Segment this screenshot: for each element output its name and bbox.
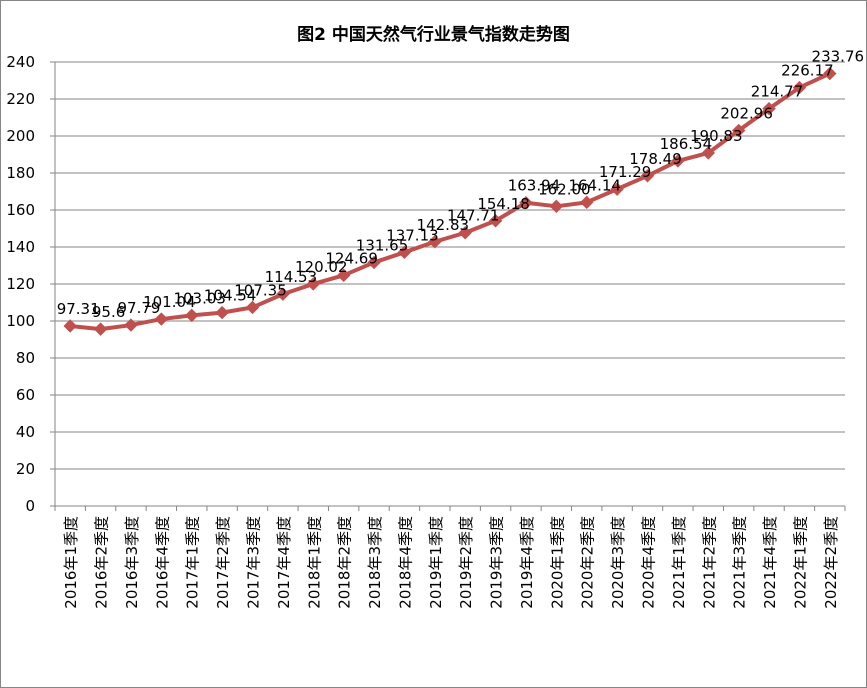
data-label: 95.6	[92, 303, 125, 321]
y-tick-label: 80	[16, 349, 35, 367]
data-point	[154, 312, 169, 326]
y-tick-label: 0	[25, 497, 35, 515]
data-point	[306, 277, 320, 291]
data-label: 190.83	[690, 127, 743, 145]
x-tick-label: 2020年3季度	[609, 516, 627, 609]
y-tick-label: 60	[16, 386, 35, 404]
data-label: 120.02	[295, 258, 348, 276]
data-point	[488, 214, 503, 228]
data-label: 142.83	[417, 216, 470, 234]
x-tick-label: 2020年2季度	[579, 516, 597, 609]
x-tick-label: 2020年4季度	[640, 516, 658, 609]
x-tick-label: 2019年3季度	[488, 516, 506, 609]
data-label: 154.18	[477, 195, 530, 213]
data-label: 124.69	[325, 249, 378, 267]
data-point	[397, 245, 412, 260]
data-label: 164.14	[568, 176, 621, 194]
y-tick-label: 160	[6, 201, 35, 219]
data-point	[93, 322, 108, 336]
x-tick-label: 2016年2季度	[93, 516, 111, 609]
x-tick-label: 2017年2季度	[214, 516, 232, 609]
data-point	[580, 195, 594, 210]
data-point	[428, 235, 442, 249]
y-tick-label: 140	[6, 238, 35, 256]
x-tick-label: 2017年3季度	[245, 516, 263, 609]
data-point	[823, 66, 837, 81]
data-label: 131.65	[356, 236, 409, 254]
data-label: 226.17	[781, 62, 834, 80]
data-label: 171.29	[599, 163, 652, 181]
data-label: 233.76	[812, 48, 865, 66]
data-label: 104.54	[204, 287, 257, 305]
data-point	[124, 318, 138, 332]
x-tick-label: 2018年2季度	[336, 516, 354, 609]
x-tick-label: 2021年2季度	[700, 516, 718, 609]
x-tick-label: 2020年1季度	[548, 516, 566, 609]
x-tick-label: 2018年1季度	[305, 516, 323, 609]
chart-title: 图2 中国天然气行业景气指数走势图	[297, 25, 570, 45]
x-tick-label: 2017年4季度	[275, 516, 293, 609]
data-label: 147.71	[447, 207, 500, 225]
x-tick-label: 2017年1季度	[184, 516, 202, 609]
data-label: 114.53	[265, 268, 318, 286]
x-tick-label: 2018年3季度	[366, 516, 384, 609]
data-point	[215, 305, 229, 320]
y-tick-label: 100	[6, 312, 35, 330]
x-tick-label: 2016年3季度	[123, 516, 141, 609]
x-tick-label: 2018年4季度	[396, 516, 414, 609]
x-tick-label: 2016年4季度	[153, 516, 171, 609]
x-tick-label: 2021年4季度	[761, 516, 779, 609]
x-tick-label: 2022年1季度	[791, 516, 809, 609]
data-point	[762, 101, 776, 116]
x-tick-label: 2019年2季度	[457, 516, 475, 609]
data-point	[276, 287, 290, 301]
data-point	[367, 255, 381, 270]
x-tick-label: 2021年1季度	[670, 516, 688, 609]
data-point	[610, 182, 624, 196]
data-label: 97.79	[117, 299, 160, 317]
x-tick-label: 2022年2季度	[822, 516, 840, 609]
y-tick-label: 180	[6, 164, 35, 182]
data-point	[640, 169, 655, 183]
data-label: 186.54	[660, 135, 713, 153]
data-point	[458, 226, 472, 240]
y-tick-label: 120	[6, 275, 35, 293]
data-point	[671, 154, 685, 168]
data-point	[336, 268, 351, 283]
x-tick-label: 2019年4季度	[518, 516, 536, 609]
y-tick-label: 40	[16, 423, 35, 441]
y-tick-label: 220	[6, 90, 35, 108]
data-point	[519, 196, 533, 210]
data-label: 137.13	[386, 226, 439, 244]
data-label: 162.00	[538, 180, 591, 198]
data-point	[731, 123, 746, 138]
data-point	[549, 199, 564, 214]
data-label: 97.31	[57, 300, 100, 318]
data-point	[185, 308, 199, 323]
x-tick-label: 2021年3季度	[731, 516, 749, 609]
data-label: 163.94	[508, 177, 561, 195]
data-point	[63, 319, 77, 333]
data-point	[792, 80, 807, 95]
x-tick-label: 2016年1季度	[62, 516, 80, 609]
data-label: 107.35	[234, 281, 287, 299]
data-label: 214.77	[751, 83, 804, 101]
data-label: 178.49	[629, 150, 682, 168]
data-point	[701, 146, 715, 160]
data-label: 103.03	[173, 289, 226, 307]
data-label: 202.96	[720, 105, 773, 123]
y-tick-label: 20	[16, 460, 35, 478]
x-tick-label: 2019年1季度	[427, 516, 445, 609]
data-point	[245, 300, 260, 315]
y-tick-label: 240	[6, 53, 35, 71]
y-tick-label: 200	[6, 127, 35, 145]
data-label: 101.04	[143, 293, 196, 311]
